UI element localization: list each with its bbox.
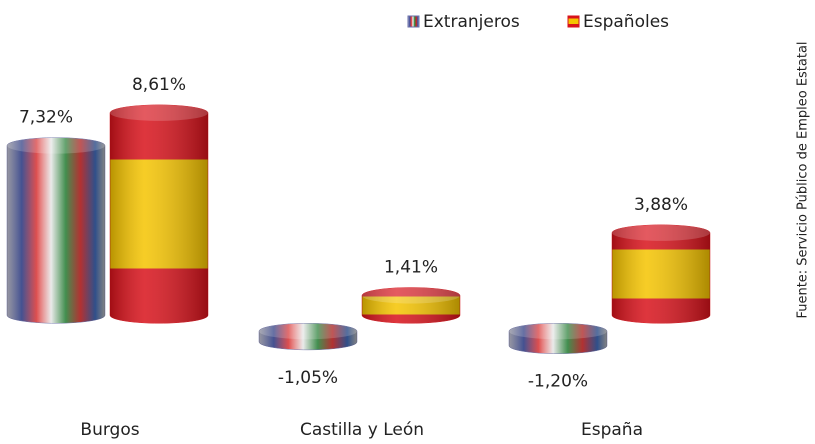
bar-cap — [110, 104, 208, 121]
bar-cap — [259, 323, 357, 340]
bar-cap — [509, 323, 607, 340]
legend-swatch — [567, 15, 580, 28]
x-tick-label: España — [581, 420, 643, 440]
legend-swatch — [407, 15, 420, 28]
bar-shade — [110, 104, 208, 324]
source-note: Fuente: Servicio Público de Empleo Estat… — [796, 41, 811, 318]
bar-shade — [362, 287, 460, 324]
bar-shade — [7, 137, 105, 324]
legend-label: Españoles — [583, 12, 669, 32]
bar-cap — [7, 137, 105, 154]
value-label: 7,32% — [19, 108, 73, 128]
value-label: 3,88% — [634, 195, 688, 215]
bar-cap — [362, 287, 460, 304]
value-label: -1,05% — [278, 368, 338, 388]
legend-label: Extranjeros — [423, 12, 520, 32]
value-label: 1,41% — [384, 258, 438, 278]
bar-shade — [509, 323, 607, 354]
bar-shade — [612, 224, 710, 324]
x-tick-label: Castilla y León — [300, 420, 424, 440]
value-label: -1,20% — [528, 372, 588, 392]
bar-shade — [259, 323, 357, 350]
bar-cap — [612, 224, 710, 241]
value-label: 8,61% — [132, 75, 186, 95]
x-tick-label: Burgos — [80, 420, 139, 440]
